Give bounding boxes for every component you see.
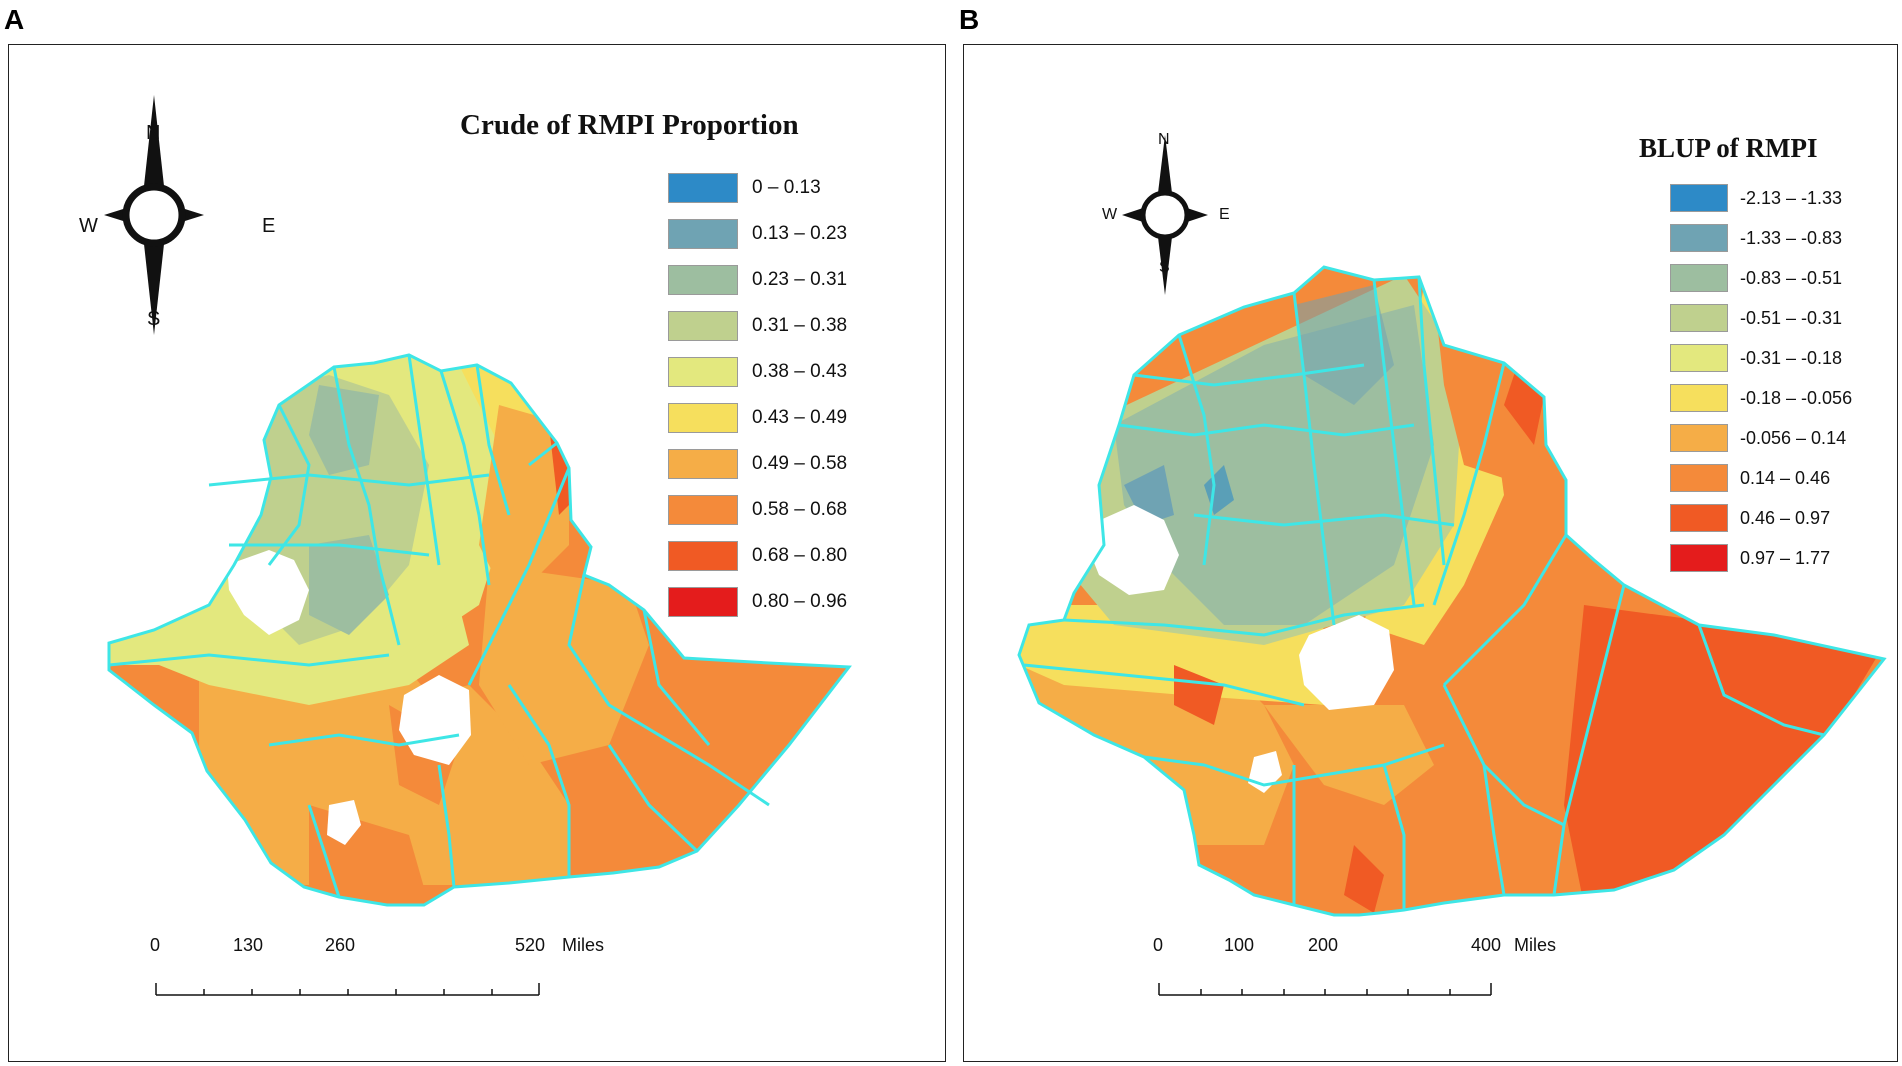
map-b-canvas (1017, 135, 1887, 996)
legend-swatch (1670, 424, 1728, 452)
legend-item: 0.46 – 0.97 (1670, 498, 1852, 538)
legend-item: -2.13 – -1.33 (1670, 178, 1852, 218)
compass-a-east: E (262, 215, 276, 237)
legend-swatch (668, 449, 738, 479)
legend-item: -0.31 – -0.18 (1670, 338, 1852, 378)
map-a-boundaries (107, 353, 852, 907)
legend-item: -0.51 – -0.31 (1670, 298, 1852, 338)
legend-label: 0.38 – 0.43 (752, 361, 848, 382)
map-panel-a: N S W E 0 130 260 520 Miles Crude of RMP… (8, 44, 946, 1062)
legend-swatch (668, 219, 738, 249)
legend-swatch (668, 173, 738, 203)
legend-label: 0.43 – 0.49 (752, 407, 848, 428)
legend-item: 0.14 – 0.46 (1670, 458, 1852, 498)
compass-a (104, 95, 204, 335)
scale-a-tick-1: 130 (233, 935, 264, 955)
scale-a-tick-3: 520 (515, 935, 546, 955)
legend-b: -2.13 – -1.33 -1.33 – -0.83 -0.83 – -0.51 -… (1670, 178, 1852, 578)
legend-item: 0.31 – 0.38 (668, 303, 847, 349)
scale-a-tick-2: 260 (325, 935, 356, 955)
legend-item: 0 – 0.13 (668, 165, 847, 211)
legend-swatch (1670, 464, 1728, 492)
scale-a-unit: Miles (562, 935, 605, 955)
legend-label: -1.33 – -0.83 (1740, 227, 1843, 248)
compass-b (1122, 135, 1208, 295)
scale-bar-b (1158, 983, 1492, 996)
map-b-boundaries (1017, 265, 1887, 917)
legend-swatch (668, 265, 738, 295)
compass-b-west: W (1102, 206, 1118, 223)
scale-b-tick-0: 0 (1153, 935, 1164, 955)
scale-bar-a (155, 983, 540, 996)
map-panel-b: N S W E 0 100 200 400 Miles BLUP of RMPI… (963, 44, 1898, 1062)
legend-label: -0.51 – -0.31 (1740, 307, 1843, 328)
legend-swatch (668, 357, 738, 387)
legend-swatch (668, 541, 738, 571)
legend-label: 0.97 – 1.77 (1740, 547, 1831, 568)
legend-label: 0 – 0.13 (752, 177, 821, 198)
legend-label: -0.83 – -0.51 (1740, 267, 1843, 288)
legend-item: -0.056 – 0.14 (1670, 418, 1852, 458)
legend-swatch (1670, 384, 1728, 412)
legend-label: 0.49 – 0.58 (752, 453, 848, 474)
legend-label: 0.68 – 0.80 (752, 545, 848, 566)
scale-b-tick-1: 100 (1224, 935, 1255, 955)
compass-a-north: N (146, 122, 161, 144)
map-a-canvas (104, 95, 852, 996)
legend-swatch (1670, 304, 1728, 332)
legend-item: -0.83 – -0.51 (1670, 258, 1852, 298)
scale-b-tick-3: 400 (1471, 935, 1502, 955)
scale-a-tick-0: 0 (150, 935, 161, 955)
legend-swatch (1670, 264, 1728, 292)
legend-item: 0.49 – 0.58 (668, 441, 847, 487)
legend-item: 0.43 – 0.49 (668, 395, 847, 441)
legend-label: -2.13 – -1.33 (1740, 187, 1843, 208)
legend-label: 0.80 – 0.96 (752, 591, 848, 612)
panel-a-letter: A (4, 4, 25, 35)
legend-label: 0.58 – 0.68 (752, 499, 848, 520)
legend-b-title: BLUP of RMPI (1639, 133, 1818, 163)
legend-label: -0.18 – -0.056 (1740, 387, 1853, 408)
legend-label: 0.23 – 0.31 (752, 269, 848, 290)
legend-a: 0 – 0.13 0.13 – 0.23 0.23 – 0.31 0.31 – 0.3… (668, 165, 847, 625)
legend-item: 0.97 – 1.77 (1670, 538, 1852, 578)
legend-swatch (1670, 224, 1728, 252)
legend-swatch (1670, 504, 1728, 532)
legend-item: 0.80 – 0.96 (668, 579, 847, 625)
legend-item: -0.18 – -0.056 (1670, 378, 1852, 418)
legend-label: 0.14 – 0.46 (1740, 467, 1831, 488)
compass-a-west: W (79, 215, 98, 237)
panel-b-letter: B (959, 4, 980, 35)
legend-swatch (1670, 184, 1728, 212)
legend-swatch (668, 311, 738, 341)
scale-b-unit: Miles (1514, 935, 1557, 955)
legend-swatch (1670, 544, 1728, 572)
legend-item: 0.68 – 0.80 (668, 533, 847, 579)
legend-label: 0.31 – 0.38 (752, 315, 848, 336)
legend-item: 0.23 – 0.31 (668, 257, 847, 303)
compass-b-south: S (1159, 259, 1170, 276)
legend-label: 0.13 – 0.23 (752, 223, 848, 244)
legend-a-title: Crude of RMPI Proportion (460, 109, 799, 141)
legend-swatch (668, 587, 738, 617)
compass-b-north: N (1158, 131, 1170, 148)
legend-item: 0.38 – 0.43 (668, 349, 847, 395)
legend-swatch (1670, 344, 1728, 372)
legend-label: 0.46 – 0.97 (1740, 507, 1831, 528)
scale-b-tick-2: 200 (1308, 935, 1339, 955)
legend-swatch (668, 495, 738, 525)
compass-a-south: S (147, 308, 161, 330)
legend-item: 0.13 – 0.23 (668, 211, 847, 257)
legend-swatch (668, 403, 738, 433)
legend-label: -0.056 – 0.14 (1740, 427, 1847, 448)
legend-item: 0.58 – 0.68 (668, 487, 847, 533)
compass-b-east: E (1219, 206, 1230, 223)
legend-item: -1.33 – -0.83 (1670, 218, 1852, 258)
legend-label: -0.31 – -0.18 (1740, 347, 1843, 368)
